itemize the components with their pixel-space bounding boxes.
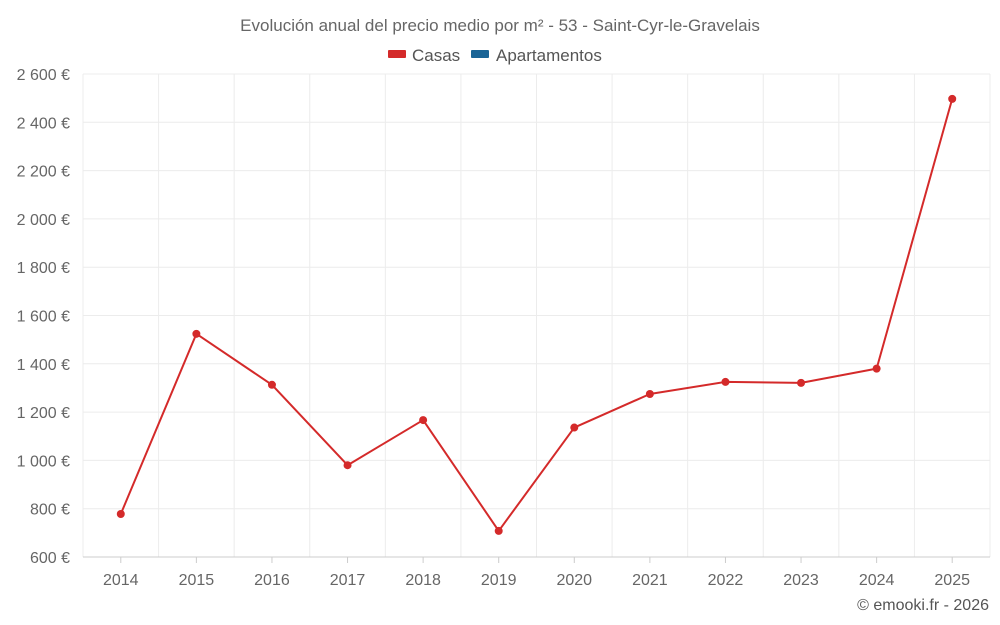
data-point-casas-2019[interactable] [494,526,503,535]
data-point-casas-2023[interactable] [797,378,806,387]
x-tick-label: 2014 [103,572,139,589]
x-tick-label: 2023 [783,572,819,589]
data-point-casas-2022[interactable] [721,377,730,386]
x-axis-ticks: 2014 2015 2016 2017 2018 2019 2020 2021 2022 2023… [103,557,970,589]
data-point-casas-2021[interactable] [645,389,654,398]
legend-label-casas: Casas [412,46,460,65]
y-tick-label: 600 € [30,550,70,567]
y-tick-label: 2 400 € [17,115,70,132]
data-point-casas-2016[interactable] [267,380,276,389]
x-tick-label: 2016 [254,572,290,589]
y-tick-label: 1 600 € [17,309,70,326]
legend-item-apartamentos[interactable]: Apartamentos [471,46,602,65]
x-tick-label: 2022 [708,572,744,589]
legend-swatch-casas [388,50,406,58]
x-tick-label: 2021 [632,572,668,589]
x-tick-label: 2024 [859,572,895,589]
data-point-casas-2017[interactable] [343,461,352,470]
legend-label-apartamentos: Apartamentos [496,46,602,65]
y-tick-label: 800 € [30,502,70,519]
x-tick-label: 2017 [330,572,366,589]
legend-swatch-apartamentos [471,50,489,58]
y-tick-label: 2 600 € [17,67,70,84]
data-point-casas-2024[interactable] [872,364,881,373]
credit-text: © emooki.fr - 2026 [857,597,989,614]
x-tick-label: 2025 [934,572,970,589]
grid [82,73,991,557]
data-point-casas-2025[interactable] [948,94,957,103]
series-layer [116,94,957,535]
x-tick-label: 2015 [179,572,215,589]
y-tick-label: 1 400 € [17,357,70,374]
data-point-casas-2015[interactable] [192,329,201,338]
x-tick-label: 2019 [481,572,517,589]
data-point-casas-2020[interactable] [570,423,579,432]
data-point-casas-2014[interactable] [116,510,125,519]
y-axis-ticks: 600 € 800 € 1 000 € 1 200 € 1 400 € 1 600 € 1 … [17,67,70,567]
legend-item-casas[interactable]: Casas [388,46,460,65]
y-tick-label: 2 200 € [17,164,70,181]
x-tick-label: 2020 [556,572,592,589]
y-tick-label: 1 200 € [17,405,70,422]
series-line-casas [119,98,954,532]
data-point-casas-2018[interactable] [419,416,428,425]
y-tick-label: 1 800 € [17,260,70,277]
chart-title: Evolución anual del precio medio por m² … [240,16,760,35]
x-tick-label: 2018 [405,572,441,589]
y-tick-label: 1 000 € [17,453,70,470]
legend: Casas Apartamentos [388,46,602,65]
y-tick-label: 2 000 € [17,212,70,229]
